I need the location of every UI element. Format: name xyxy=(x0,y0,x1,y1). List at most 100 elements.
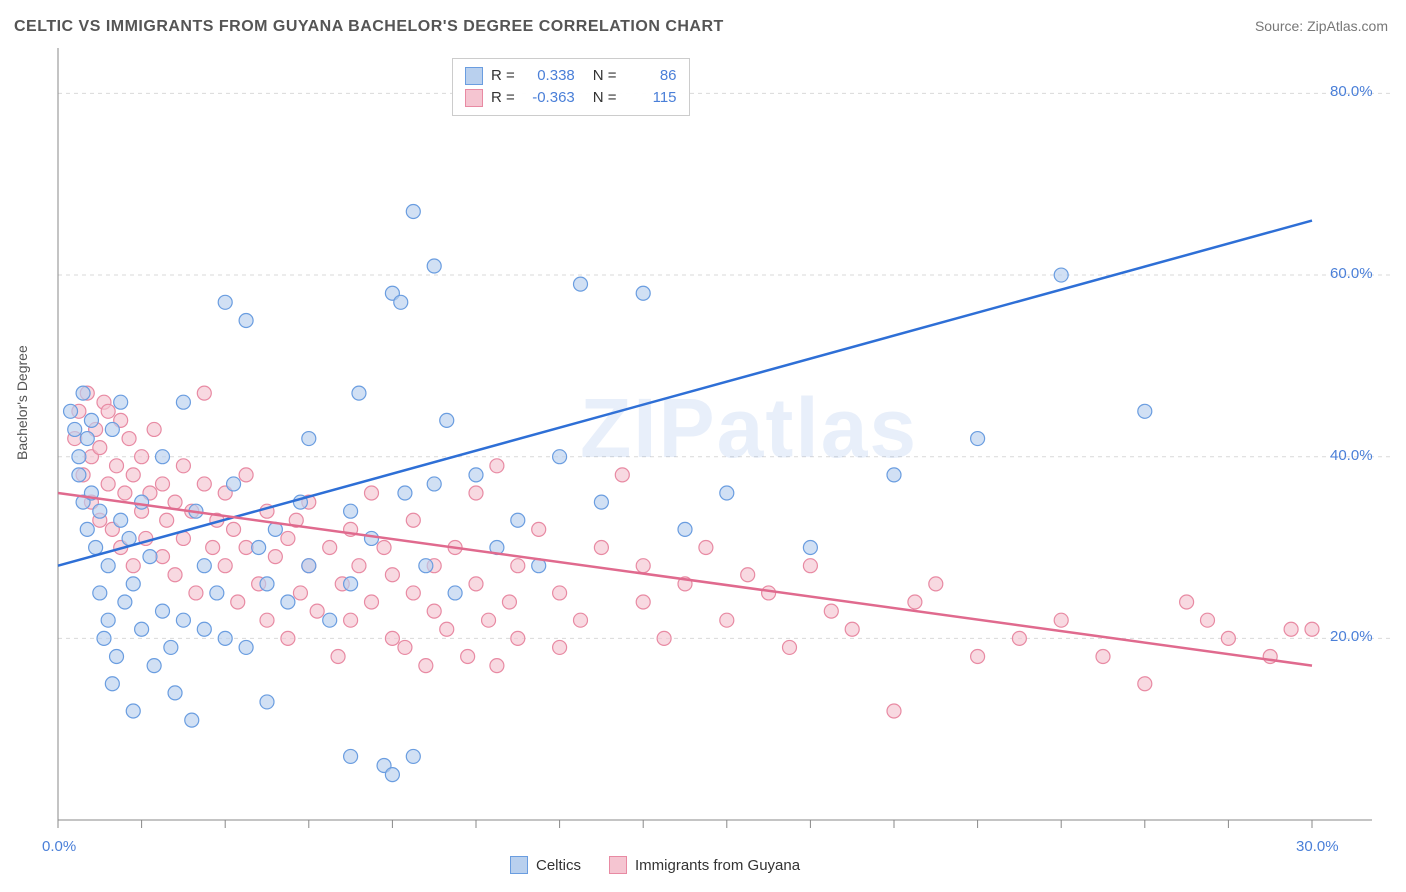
guyana-point xyxy=(741,568,755,582)
guyana-point xyxy=(176,459,190,473)
celtics-point xyxy=(302,432,316,446)
guyana-point xyxy=(511,631,525,645)
guyana-point xyxy=(490,659,504,673)
guyana-point xyxy=(1221,631,1235,645)
y-tick-label: 80.0% xyxy=(1330,83,1373,100)
r-label: R = xyxy=(491,65,515,87)
guyana-point xyxy=(385,631,399,645)
celtics-point xyxy=(365,531,379,545)
guyana-point xyxy=(110,459,124,473)
celtics-point xyxy=(105,677,119,691)
guyana-point xyxy=(553,586,567,600)
n-value: 86 xyxy=(625,65,677,87)
guyana-point xyxy=(101,477,115,491)
celtics-point xyxy=(197,559,211,573)
celtics-point xyxy=(176,613,190,627)
r-value: -0.363 xyxy=(523,87,575,109)
celtics-point xyxy=(469,468,483,482)
celtics-swatch-icon xyxy=(510,856,528,874)
guyana-point xyxy=(122,432,136,446)
celtics-point xyxy=(887,468,901,482)
guyana-point xyxy=(310,604,324,618)
celtics-point xyxy=(143,550,157,564)
celtics-point xyxy=(385,768,399,782)
guyana-point xyxy=(260,613,274,627)
celtics-point xyxy=(803,541,817,555)
celtics-point xyxy=(252,541,266,555)
guyana-swatch xyxy=(465,89,483,107)
guyana-point xyxy=(118,486,132,500)
n-value: 115 xyxy=(625,87,677,109)
guyana-point xyxy=(615,468,629,482)
celtics-point xyxy=(419,559,433,573)
celtics-point xyxy=(352,386,366,400)
celtics-point xyxy=(76,386,90,400)
celtics-point xyxy=(239,640,253,654)
guyana-point xyxy=(1305,622,1319,636)
stats-legend-row: R =0.338N =86 xyxy=(465,65,677,87)
celtics-point xyxy=(110,650,124,664)
guyana-point xyxy=(1201,613,1215,627)
celtics-point xyxy=(678,522,692,536)
guyana-point xyxy=(323,541,337,555)
guyana-point xyxy=(377,541,391,555)
celtics-point xyxy=(101,613,115,627)
guyana-point xyxy=(365,486,379,500)
guyana-point xyxy=(344,613,358,627)
guyana-point xyxy=(331,650,345,664)
celtics-point xyxy=(156,604,170,618)
guyana-point xyxy=(574,613,588,627)
guyana-point xyxy=(135,450,149,464)
n-label: N = xyxy=(593,87,617,109)
celtics-point xyxy=(406,204,420,218)
guyana-point xyxy=(385,568,399,582)
celtics-point xyxy=(126,577,140,591)
guyana-point xyxy=(1054,613,1068,627)
celtics-point xyxy=(406,749,420,763)
celtics-point xyxy=(101,559,115,573)
celtics-point xyxy=(164,640,178,654)
celtics-point xyxy=(553,450,567,464)
guyana-point xyxy=(511,559,525,573)
y-axis-label: Bachelor's Degree xyxy=(14,345,30,460)
stats-legend-row: R =-0.363N =115 xyxy=(465,87,677,109)
y-tick-label: 40.0% xyxy=(1330,447,1373,464)
guyana-point xyxy=(398,640,412,654)
guyana-point xyxy=(594,541,608,555)
guyana-point xyxy=(783,640,797,654)
celtics-point xyxy=(720,486,734,500)
guyana-point xyxy=(268,550,282,564)
guyana-point xyxy=(1138,677,1152,691)
celtics-point xyxy=(218,631,232,645)
guyana-point xyxy=(406,513,420,527)
celtics-point xyxy=(344,749,358,763)
y-tick-label: 20.0% xyxy=(1330,628,1373,645)
guyana-point xyxy=(490,459,504,473)
guyana-point xyxy=(189,586,203,600)
celtics-point xyxy=(210,586,224,600)
celtics-point xyxy=(227,477,241,491)
guyana-point xyxy=(147,422,161,436)
guyana-point xyxy=(101,404,115,418)
guyana-point xyxy=(218,559,232,573)
guyana-point xyxy=(365,595,379,609)
guyana-point xyxy=(532,522,546,536)
guyana-point xyxy=(1096,650,1110,664)
celtics-point xyxy=(448,586,462,600)
guyana-point xyxy=(168,495,182,509)
guyana-point xyxy=(126,559,140,573)
celtics-point xyxy=(239,313,253,327)
guyana-point xyxy=(502,595,516,609)
guyana-swatch-icon xyxy=(609,856,627,874)
celtics-point xyxy=(89,541,103,555)
guyana-point xyxy=(469,577,483,591)
legend-label: Immigrants from Guyana xyxy=(635,857,800,874)
correlation-stats-legend: R =0.338N =86R = -0.363 N = 115 xyxy=(452,58,690,116)
celtics-point xyxy=(398,486,412,500)
celtics-point xyxy=(68,422,82,436)
celtics-point xyxy=(114,513,128,527)
celtics-point xyxy=(185,713,199,727)
guyana-point xyxy=(168,568,182,582)
celtics-point xyxy=(323,613,337,627)
x-tick-label: 30.0% xyxy=(1296,838,1339,855)
